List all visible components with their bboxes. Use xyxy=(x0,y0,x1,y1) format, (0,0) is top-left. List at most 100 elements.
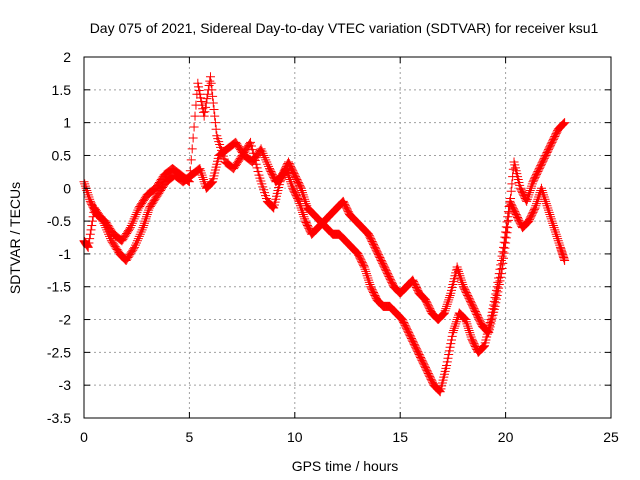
data-point xyxy=(498,247,508,257)
data-point xyxy=(500,243,510,253)
data-point xyxy=(492,282,502,292)
data-point xyxy=(208,91,218,101)
data-point xyxy=(85,229,95,239)
data-point xyxy=(465,330,475,340)
y-tick-label: 1 xyxy=(63,115,71,131)
data-point xyxy=(442,357,452,367)
data-point xyxy=(541,199,551,209)
data-point xyxy=(282,166,292,176)
data-point xyxy=(449,323,459,333)
data-point xyxy=(140,216,150,226)
data-point xyxy=(209,105,219,115)
data-point xyxy=(490,293,500,303)
data-point xyxy=(449,325,459,335)
data-point xyxy=(195,164,205,174)
data-point xyxy=(551,229,561,239)
y-tick-label: 0 xyxy=(63,180,71,196)
data-point xyxy=(207,85,217,95)
data-point xyxy=(246,141,256,151)
data-point xyxy=(268,202,278,212)
data-point xyxy=(137,225,147,235)
data-point xyxy=(498,253,508,263)
data-point xyxy=(131,240,141,250)
data-point xyxy=(132,207,142,217)
data-point xyxy=(461,315,471,325)
y-tick-label: -0.5 xyxy=(47,213,71,229)
data-point xyxy=(503,223,513,233)
y-tick-label: 0.5 xyxy=(52,147,72,163)
y-axis-title: SDTVAR / TECUs xyxy=(7,182,23,294)
y-tick-label: 2 xyxy=(63,49,71,65)
data-point xyxy=(397,314,407,324)
data-point xyxy=(522,194,532,204)
data-point xyxy=(206,78,216,88)
data-point xyxy=(359,262,369,272)
data-point xyxy=(196,168,206,178)
data-point xyxy=(287,181,297,191)
data-point xyxy=(553,234,563,244)
data-point xyxy=(494,283,504,293)
grid xyxy=(84,57,611,418)
data-point xyxy=(546,212,556,222)
data-point xyxy=(451,317,461,327)
data-point xyxy=(263,159,273,169)
data-point xyxy=(352,248,362,258)
chart-title: Day 075 of 2021, Sidereal Day-to-day VTE… xyxy=(90,20,599,36)
data-point xyxy=(210,111,220,121)
data-point xyxy=(493,287,503,297)
data-point xyxy=(211,124,221,134)
data-point xyxy=(542,201,552,211)
data-point xyxy=(284,172,294,182)
data-point xyxy=(536,183,546,193)
data-point xyxy=(503,215,513,225)
data-point xyxy=(462,319,472,329)
data-point xyxy=(559,118,569,128)
data-point xyxy=(210,118,220,128)
data-point xyxy=(550,225,560,235)
data-point xyxy=(135,229,145,239)
data-point xyxy=(445,342,455,352)
data-point xyxy=(502,217,512,227)
data-point xyxy=(364,275,374,285)
data-point xyxy=(205,179,215,189)
data-point xyxy=(203,89,213,99)
data-point xyxy=(293,195,303,205)
data-point xyxy=(144,205,154,215)
data-point xyxy=(453,264,463,274)
data-point xyxy=(496,269,506,279)
data-point xyxy=(199,177,209,187)
data-point xyxy=(206,178,216,188)
y-tick-label: 1.5 xyxy=(52,82,72,98)
data-point xyxy=(454,266,464,276)
data-point xyxy=(297,205,307,215)
data-point xyxy=(143,207,153,217)
data-point xyxy=(529,204,539,214)
data-point xyxy=(253,166,263,176)
data-point xyxy=(281,164,291,174)
data-point xyxy=(494,280,504,290)
data-point xyxy=(364,277,374,287)
data-point xyxy=(197,170,207,180)
data-point xyxy=(198,172,208,182)
axis-ticks: 0 5 10 15 20 25 -3.5 -3 -2.5 -2 -1.5 -1 -0.5 0 0.5 1 1.5… xyxy=(47,49,619,445)
data-point xyxy=(538,188,548,198)
data-point xyxy=(295,182,305,192)
data-point xyxy=(247,145,257,155)
data-point xyxy=(558,119,568,129)
data-point xyxy=(127,218,137,228)
data-point xyxy=(479,342,489,352)
data-point xyxy=(200,107,210,117)
data-point xyxy=(420,294,430,304)
x-axis-title: GPS time / hours xyxy=(292,458,399,474)
data-point xyxy=(465,328,475,338)
data-point xyxy=(283,168,293,178)
data-point xyxy=(128,216,138,226)
data-point xyxy=(490,301,500,311)
data-point xyxy=(201,102,211,112)
data-point xyxy=(194,164,204,174)
data-point xyxy=(552,231,562,241)
data-point xyxy=(539,190,549,200)
data-point xyxy=(445,290,455,300)
data-point xyxy=(483,327,493,337)
data-point xyxy=(133,205,143,215)
